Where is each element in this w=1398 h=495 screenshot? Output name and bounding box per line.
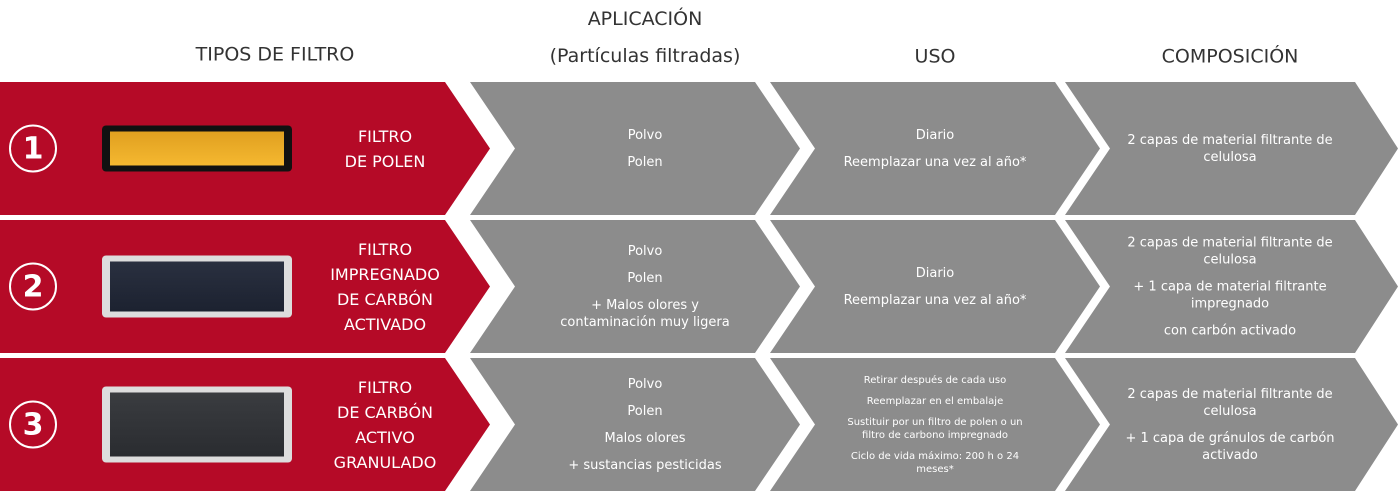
composicion-item: 2 capas de material filtrante de celulos… bbox=[1127, 132, 1333, 165]
uso-item: Diario bbox=[915, 265, 955, 281]
composicion-item: + 1 capa de gránulos de carbón activado bbox=[1125, 430, 1335, 463]
uso-item: Diario bbox=[915, 127, 955, 143]
filter-name: FILTRO DE POLEN bbox=[345, 124, 426, 174]
aplicacion-item: + sustancias pesticidas bbox=[568, 457, 722, 473]
number-circle bbox=[9, 124, 57, 173]
aplicacion-item: Polen bbox=[627, 154, 663, 170]
gray-chevron bbox=[470, 358, 800, 491]
gray-chevron bbox=[1065, 358, 1398, 491]
aplicacion-cell: Polvo Polen + Malos olores y contaminación… bbox=[550, 243, 740, 331]
uso-cell: Retirar después de cada uso Reemplazar en… bbox=[840, 374, 1030, 476]
composicion-cell: 2 capas de material filtrante de celulos… bbox=[1123, 132, 1338, 166]
name-line: DE POLEN bbox=[344, 151, 426, 171]
name-line: FILTRO bbox=[357, 239, 413, 259]
filter-image bbox=[110, 131, 284, 166]
aplicacion-item: Polvo bbox=[627, 127, 663, 143]
name-line: DE CARBÓN bbox=[336, 289, 433, 309]
number-circle bbox=[9, 400, 57, 449]
gray-chevron bbox=[770, 220, 1100, 353]
filter-name: FILTRO DE CARBÓN ACTIVO GRANULADO bbox=[334, 375, 437, 475]
gray-chevron bbox=[1065, 82, 1398, 215]
name-line: FILTRO bbox=[357, 126, 413, 146]
uso-item: Sustituir por un filtro de polen o un fi… bbox=[847, 416, 1023, 441]
composicion-item: con carbón activado bbox=[1163, 323, 1297, 338]
name-line: ACTIVADO bbox=[343, 314, 427, 334]
number-circle bbox=[9, 262, 57, 311]
aplicacion-item: Polvo bbox=[627, 376, 663, 392]
row-number: 1 bbox=[22, 131, 44, 166]
name-line: GRANULADO bbox=[333, 452, 437, 472]
aplicacion-item: Polen bbox=[627, 403, 663, 419]
composicion-item: + 1 capa de material filtrante impregnad… bbox=[1133, 279, 1327, 311]
composicion-item: 2 capas de material filtrante de celulos… bbox=[1127, 235, 1333, 267]
aplicacion-item: + Malos olores y contaminación muy liger… bbox=[560, 297, 730, 330]
uso-item: Reemplazar una vez al año* bbox=[843, 154, 1027, 170]
gray-chevron bbox=[1065, 220, 1398, 353]
name-line: FILTRO bbox=[357, 377, 413, 397]
aplicacion-item: Malos olores bbox=[604, 430, 686, 446]
header-line: APLICACIÓN bbox=[587, 8, 703, 30]
filter-name: FILTRO IMPREGNADO DE CARBÓN ACTIVADO bbox=[330, 237, 440, 337]
composicion-item: 2 capas de material filtrante de celulos… bbox=[1127, 386, 1333, 419]
composicion-cell: 2 capas de material filtrante de celulos… bbox=[1123, 386, 1338, 464]
aplicacion-cell: Polvo Polen bbox=[550, 127, 740, 171]
filter-image bbox=[110, 261, 284, 312]
aplicacion-item: Polvo bbox=[627, 243, 663, 259]
gray-chevron bbox=[770, 82, 1100, 215]
uso-item: Retirar después de cada uso bbox=[863, 374, 1007, 386]
uso-item: Reemplazar una vez al año* bbox=[843, 292, 1027, 308]
header-composicion: COMPOSICIÓN bbox=[1161, 45, 1299, 68]
name-line: IMPREGNADO bbox=[330, 264, 440, 284]
name-line: DE CARBÓN bbox=[336, 402, 434, 422]
uso-item: Ciclo de vida máximo: 200 h o 24 meses* bbox=[850, 450, 1020, 475]
row-number: 2 bbox=[22, 269, 44, 304]
gray-chevron bbox=[470, 82, 800, 215]
header-tipos: TIPOS DE FILTRO bbox=[195, 43, 355, 66]
uso-cell: Diario Reemplazar una vez al año* bbox=[840, 127, 1030, 171]
aplicacion-item: Polen bbox=[627, 270, 663, 286]
row-number: 3 bbox=[22, 407, 44, 442]
uso-cell: Diario Reemplazar una vez al año* bbox=[840, 265, 1030, 309]
gray-chevron bbox=[770, 358, 1100, 491]
aplicacion-cell: Polvo Polen Malos olores + sustancias pesti… bbox=[550, 376, 740, 474]
header-uso: USO bbox=[914, 45, 956, 68]
gray-chevron bbox=[470, 220, 800, 353]
uso-item: Reemplazar en el embalaje bbox=[866, 395, 1004, 407]
name-line: ACTIVO bbox=[355, 427, 415, 447]
header-line: (Partículas filtradas) bbox=[549, 45, 741, 67]
composicion-cell: 2 capas de material filtrante de celulos… bbox=[1123, 234, 1338, 339]
filter-image bbox=[110, 392, 284, 457]
header-aplicacion: APLICACIÓN (Partículas filtradas) bbox=[550, 1, 741, 75]
